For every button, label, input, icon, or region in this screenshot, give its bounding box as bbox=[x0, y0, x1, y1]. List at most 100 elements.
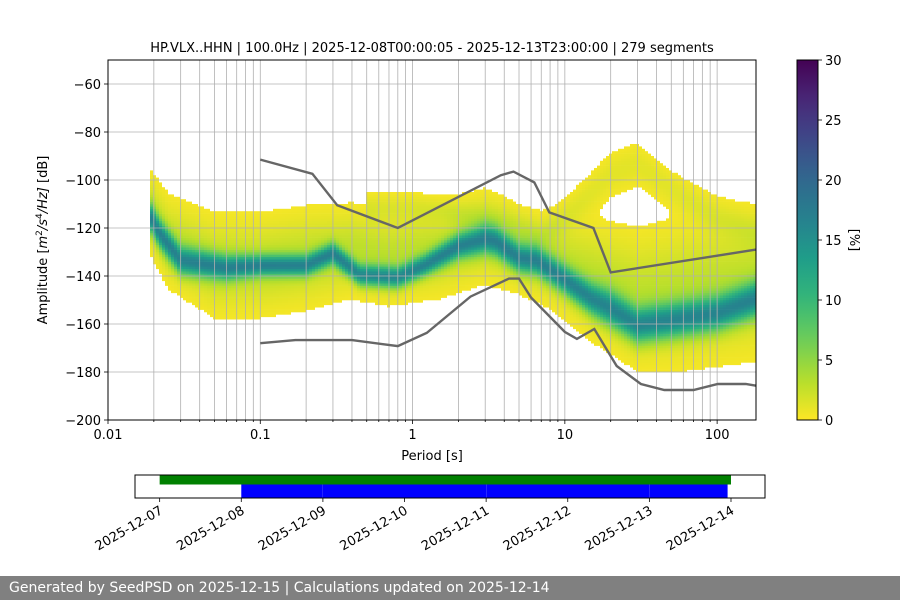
density-cell bbox=[222, 312, 225, 315]
density-cell bbox=[297, 290, 300, 294]
density-cell bbox=[429, 271, 432, 274]
density-cell bbox=[390, 273, 393, 277]
density-cell bbox=[456, 206, 459, 210]
density-cell bbox=[369, 204, 372, 207]
density-cell bbox=[291, 307, 294, 310]
density-cell bbox=[207, 266, 210, 270]
density-cell bbox=[321, 280, 324, 284]
density-cell bbox=[426, 252, 429, 255]
density-cell bbox=[300, 302, 303, 306]
density-cell bbox=[483, 244, 486, 248]
density-cell bbox=[279, 302, 282, 306]
density-cell bbox=[216, 285, 219, 289]
density-cell bbox=[273, 268, 276, 272]
density-cell bbox=[459, 280, 462, 284]
density-cell bbox=[309, 235, 312, 238]
density-cell bbox=[366, 235, 369, 238]
density-cell bbox=[387, 297, 390, 301]
density-cell bbox=[234, 283, 237, 286]
density-cell bbox=[444, 283, 447, 286]
density-cell bbox=[435, 247, 438, 250]
density-cell bbox=[183, 216, 186, 219]
density-cell bbox=[279, 285, 282, 289]
density-cell bbox=[267, 276, 270, 279]
density-cell bbox=[240, 312, 243, 315]
density-cell bbox=[159, 256, 162, 260]
density-cell bbox=[249, 278, 252, 282]
density-cell bbox=[303, 228, 306, 231]
density-cell bbox=[375, 278, 378, 282]
density-cell bbox=[420, 264, 423, 267]
density-cell bbox=[237, 211, 240, 214]
density-cell bbox=[405, 244, 408, 248]
density-cell bbox=[186, 254, 189, 258]
density-cell bbox=[402, 201, 405, 205]
density-cell bbox=[177, 230, 180, 234]
density-cell bbox=[177, 218, 180, 222]
density-cell bbox=[465, 228, 468, 231]
density-cell bbox=[249, 232, 252, 236]
density-cell bbox=[282, 309, 285, 313]
density-cell bbox=[300, 254, 303, 258]
density-cell bbox=[237, 266, 240, 270]
density-cell bbox=[333, 295, 336, 298]
density-cell bbox=[186, 268, 189, 272]
density-cell bbox=[342, 256, 345, 260]
density-cell bbox=[345, 271, 348, 274]
density-cell bbox=[375, 297, 378, 301]
density-cell bbox=[159, 216, 162, 219]
density-cell bbox=[318, 240, 321, 243]
density-cell bbox=[441, 292, 444, 296]
density-cell bbox=[258, 295, 261, 298]
density-cell bbox=[303, 288, 306, 291]
density-cell bbox=[195, 283, 198, 286]
density-cell bbox=[222, 254, 225, 258]
density-cell bbox=[192, 206, 195, 210]
density-cell bbox=[477, 201, 480, 205]
density-cell bbox=[354, 223, 357, 226]
density-cell bbox=[447, 264, 450, 267]
density-cell bbox=[336, 206, 339, 210]
density-cell bbox=[243, 259, 246, 262]
density-cell bbox=[189, 271, 192, 274]
density-cell bbox=[438, 266, 441, 270]
density-cell bbox=[483, 230, 486, 234]
density-cell bbox=[270, 240, 273, 243]
density-cell bbox=[189, 240, 192, 243]
density-cell bbox=[432, 254, 435, 258]
density-cell bbox=[186, 261, 189, 265]
density-cell bbox=[471, 192, 474, 195]
density-cell bbox=[381, 240, 384, 243]
density-cell bbox=[492, 266, 495, 270]
density-cell bbox=[444, 223, 447, 226]
density-cell bbox=[327, 242, 330, 246]
density-cell bbox=[327, 232, 330, 236]
density-cell bbox=[447, 223, 450, 226]
density-cell bbox=[426, 292, 429, 296]
density-cell bbox=[387, 266, 390, 270]
density-cell bbox=[318, 268, 321, 272]
density-cell bbox=[375, 288, 378, 291]
density-cell bbox=[372, 240, 375, 243]
density-cell bbox=[387, 302, 390, 306]
density-cell bbox=[453, 194, 456, 198]
density-cell bbox=[417, 249, 420, 253]
density-cell bbox=[273, 295, 276, 298]
density-cell bbox=[483, 189, 486, 193]
density-cell bbox=[405, 254, 408, 258]
psd-plot: 0.01 0.1 1 10 100−60−80−100−120−140−160−180−… bbox=[35, 41, 757, 464]
density-cell bbox=[435, 213, 438, 217]
density-cell bbox=[414, 211, 417, 214]
density-cell bbox=[477, 206, 480, 210]
density-cell bbox=[171, 266, 174, 270]
density-cell bbox=[378, 278, 381, 282]
density-cell bbox=[192, 285, 195, 289]
density-cell bbox=[438, 244, 441, 248]
density-cell bbox=[492, 240, 495, 243]
density-cell bbox=[342, 295, 345, 298]
density-cell bbox=[384, 194, 387, 198]
density-cell bbox=[429, 268, 432, 272]
density-cell bbox=[432, 256, 435, 260]
density-cell bbox=[345, 216, 348, 219]
density-cell bbox=[246, 266, 249, 270]
